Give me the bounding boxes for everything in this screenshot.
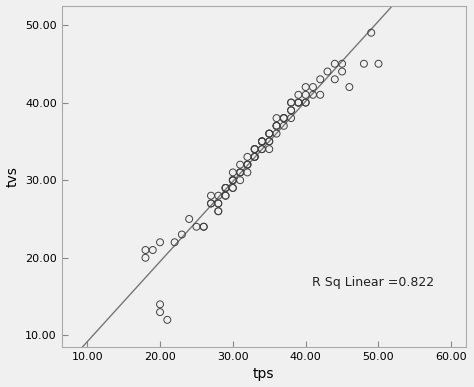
Point: [295, 92, 302, 98]
Point: [215, 193, 222, 199]
Point: [287, 115, 295, 121]
Point: [222, 193, 229, 199]
Point: [280, 115, 288, 121]
Point: [273, 115, 280, 121]
Point: [156, 309, 164, 315]
Point: [237, 170, 244, 176]
Point: [215, 200, 222, 207]
Point: [222, 193, 229, 199]
Point: [317, 92, 324, 98]
Point: [360, 61, 368, 67]
Point: [324, 68, 331, 75]
Point: [244, 161, 251, 168]
Point: [229, 185, 237, 191]
Point: [287, 99, 295, 106]
Point: [200, 224, 208, 230]
Point: [156, 239, 164, 245]
Point: [280, 115, 288, 121]
Point: [265, 130, 273, 137]
Point: [302, 92, 310, 98]
Point: [192, 224, 200, 230]
Point: [287, 99, 295, 106]
Point: [258, 146, 266, 152]
Point: [331, 61, 338, 67]
Point: [156, 301, 164, 307]
Point: [229, 185, 237, 191]
Point: [258, 138, 266, 144]
Point: [280, 123, 288, 129]
Point: [244, 161, 251, 168]
Point: [251, 146, 258, 152]
Point: [265, 146, 273, 152]
Point: [273, 123, 280, 129]
Point: [309, 92, 317, 98]
Point: [222, 185, 229, 191]
Point: [244, 161, 251, 168]
Point: [178, 231, 186, 238]
Point: [251, 154, 258, 160]
Point: [258, 138, 266, 144]
Point: [251, 146, 258, 152]
Point: [229, 177, 237, 183]
Y-axis label: tvs: tvs: [6, 166, 19, 187]
Point: [185, 216, 193, 222]
Point: [265, 130, 273, 137]
X-axis label: tps: tps: [253, 367, 274, 382]
Point: [295, 99, 302, 106]
Point: [207, 193, 215, 199]
Point: [142, 255, 149, 261]
Point: [280, 115, 288, 121]
Point: [265, 138, 273, 144]
Point: [251, 154, 258, 160]
Point: [338, 68, 346, 75]
Point: [229, 177, 237, 183]
Point: [258, 146, 266, 152]
Point: [237, 170, 244, 176]
Point: [229, 177, 237, 183]
Point: [258, 138, 266, 144]
Point: [171, 239, 178, 245]
Point: [215, 200, 222, 207]
Point: [215, 208, 222, 214]
Point: [331, 76, 338, 82]
Point: [207, 200, 215, 207]
Point: [207, 200, 215, 207]
Point: [302, 84, 310, 90]
Point: [222, 185, 229, 191]
Point: [302, 99, 310, 106]
Text: R Sq Linear =0.822: R Sq Linear =0.822: [312, 276, 434, 289]
Point: [309, 84, 317, 90]
Point: [251, 146, 258, 152]
Point: [273, 130, 280, 137]
Point: [374, 61, 382, 67]
Point: [251, 154, 258, 160]
Point: [142, 247, 149, 253]
Point: [287, 107, 295, 113]
Point: [244, 154, 251, 160]
Point: [317, 76, 324, 82]
Point: [273, 123, 280, 129]
Point: [295, 99, 302, 106]
Point: [164, 317, 171, 323]
Point: [215, 208, 222, 214]
Point: [222, 185, 229, 191]
Point: [346, 84, 353, 90]
Point: [338, 61, 346, 67]
Point: [244, 170, 251, 176]
Point: [149, 247, 156, 253]
Point: [295, 99, 302, 106]
Point: [367, 30, 375, 36]
Point: [265, 130, 273, 137]
Point: [200, 224, 208, 230]
Point: [229, 177, 237, 183]
Point: [237, 177, 244, 183]
Point: [229, 170, 237, 176]
Point: [237, 161, 244, 168]
Point: [237, 170, 244, 176]
Point: [302, 99, 310, 106]
Point: [265, 138, 273, 144]
Point: [273, 123, 280, 129]
Point: [287, 107, 295, 113]
Point: [258, 138, 266, 144]
